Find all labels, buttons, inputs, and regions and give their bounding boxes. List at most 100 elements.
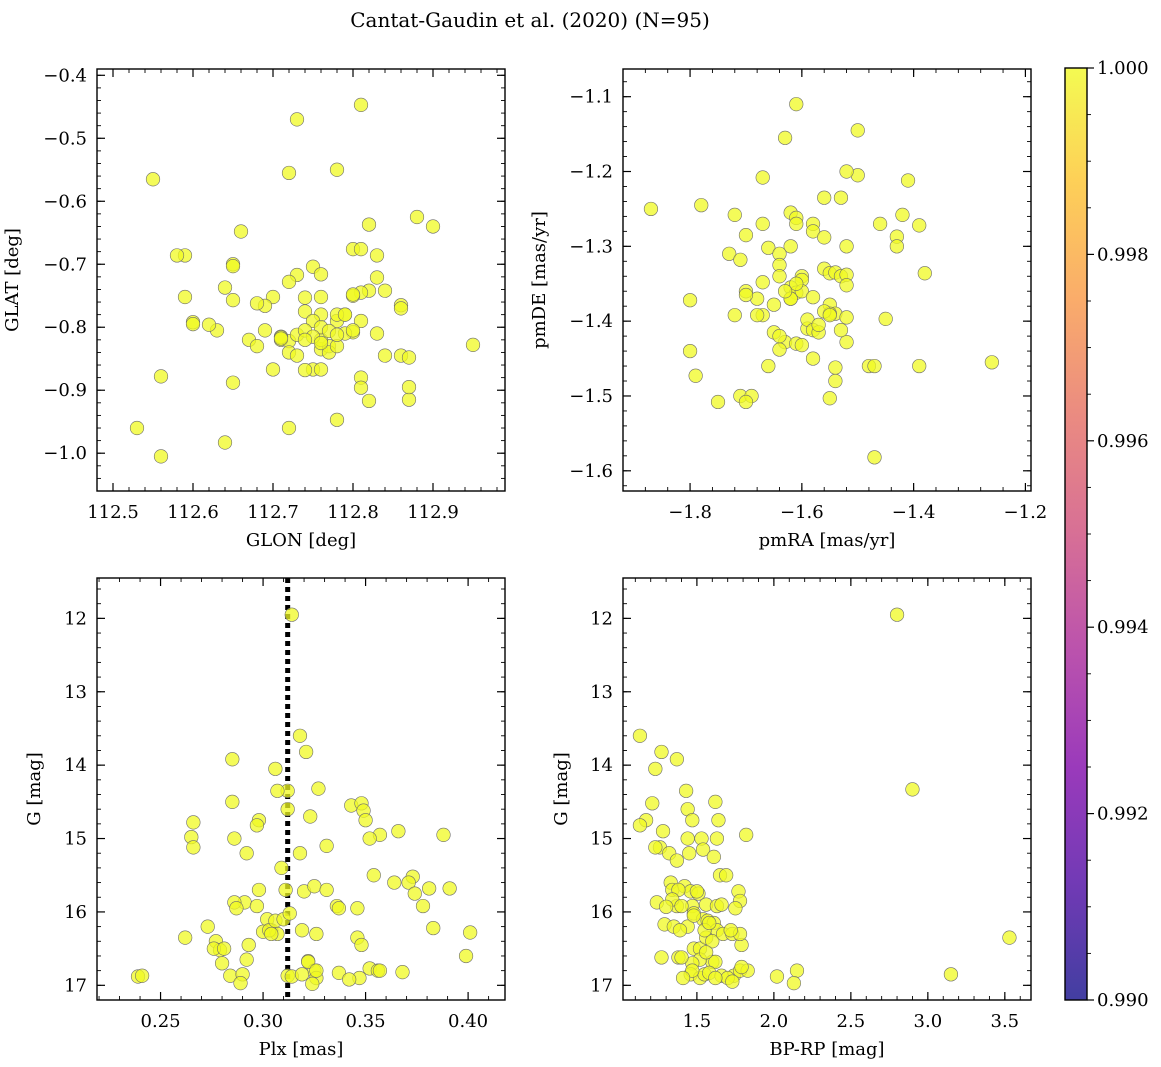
scatter-point — [186, 815, 201, 830]
scatter-point — [422, 881, 437, 896]
scatter-point — [268, 761, 283, 776]
scatter-point — [912, 218, 927, 233]
scatter-point — [426, 920, 441, 936]
scatter-point — [822, 391, 837, 406]
scatter-point — [366, 868, 381, 883]
scatter-point — [387, 875, 402, 890]
scatter-point — [679, 783, 694, 798]
scatter-point — [682, 343, 698, 359]
scatter-point — [833, 323, 849, 338]
scatter-point — [282, 906, 297, 921]
scatter-point — [329, 162, 345, 177]
scatter-point — [699, 945, 714, 960]
scatter-point — [805, 351, 821, 366]
scatter-point — [301, 954, 316, 969]
scatter-point — [289, 348, 305, 363]
x-tick-label: 0.25 — [141, 1011, 181, 1032]
scatter-point — [777, 130, 793, 145]
scatter-point — [358, 813, 373, 828]
scatter-point — [1002, 930, 1017, 945]
scatter-point — [674, 950, 689, 965]
scatter-point — [688, 368, 703, 383]
scatter-point — [917, 266, 932, 281]
scatter-point — [299, 744, 314, 760]
scatter-point — [794, 337, 809, 353]
scatter-point — [369, 326, 385, 341]
y-tick-label: −1.5 — [569, 386, 613, 407]
y-axis-label: G [mag] — [24, 752, 45, 825]
scatter-point — [709, 831, 725, 846]
scatter-point — [241, 937, 256, 953]
scatter-point — [186, 840, 201, 855]
scatter-point — [401, 392, 417, 407]
x-tick-label: 0.30 — [243, 1011, 283, 1032]
x-tick-label: 3.5 — [991, 1011, 1020, 1032]
scatter-point — [294, 967, 310, 982]
scatter-point — [265, 289, 281, 305]
scatter-point — [257, 323, 273, 338]
y-tick-label: −1.0 — [43, 443, 87, 464]
scatter-point — [233, 976, 248, 991]
scatter-point — [674, 898, 689, 914]
scatter-point — [442, 881, 457, 896]
y-tick-label: −0.5 — [43, 128, 87, 149]
x-axis-label: BP-RP [mag] — [769, 1039, 884, 1060]
panel-glon-glat: 112.5 112.6 112.7 112.8 112.9 −0.4 −0.5 −0.6 −0.… — [2, 65, 506, 551]
scatter-point — [839, 278, 854, 293]
colorbar-tick-label: 0.996 — [1097, 431, 1149, 452]
scatter-point — [710, 394, 726, 410]
scatter-point — [249, 818, 265, 833]
scatter-point — [905, 782, 920, 797]
scatter-point — [369, 248, 385, 263]
scatter-point — [337, 307, 353, 322]
scatter-point — [297, 304, 313, 319]
y-tick-label: 14 — [64, 755, 87, 776]
panel-plx-g: 0.25 0.30 0.35 0.40 12 13 14 15 16 17 Plx [mas] G [… — [24, 577, 506, 1060]
scatter-point — [225, 375, 241, 390]
scatter-point — [425, 219, 441, 234]
scatter-point — [249, 339, 265, 354]
scatter-point — [822, 308, 837, 323]
y-tick-label: −1.2 — [569, 162, 613, 183]
scatter-point — [675, 970, 691, 986]
scatter-point — [761, 358, 776, 374]
y-axis-label: G [mag] — [551, 752, 572, 825]
scatter-point — [702, 915, 717, 931]
scatter-point — [722, 246, 737, 261]
scatter-point — [817, 230, 832, 245]
scatter-point — [839, 239, 854, 254]
scatter-point — [281, 165, 297, 181]
y-tick-label: −0.7 — [43, 254, 87, 275]
scatter-point — [377, 283, 393, 298]
scatter-point — [309, 963, 324, 978]
colorbar-tick-label: 1.000 — [1097, 58, 1149, 79]
scatter-point — [239, 846, 254, 861]
scatter-point — [329, 327, 345, 342]
y-tick-label: −1.3 — [569, 236, 613, 257]
scatter-point — [292, 728, 308, 743]
axes-frame — [96, 68, 506, 492]
figure-title: Cantat-Gaudin et al. (2020) (N=95) — [350, 8, 710, 32]
scatter-point — [217, 280, 233, 295]
scatter-point — [828, 373, 843, 389]
scatter-point — [755, 216, 770, 231]
scatter-point — [839, 310, 854, 325]
x-tick-label: −1.2 — [1004, 502, 1048, 523]
x-tick-label: 112.9 — [407, 502, 459, 523]
x-tick-label: 112.7 — [247, 502, 299, 523]
scatter-point — [229, 901, 244, 916]
x-tick-label: 112.5 — [87, 502, 139, 523]
scatter-point — [415, 898, 431, 914]
axes-frame — [622, 577, 1032, 1001]
x-tick-label: −1.6 — [780, 502, 824, 523]
scatter-point — [129, 420, 145, 436]
scatter-point — [292, 846, 308, 861]
scatter-point — [655, 824, 671, 839]
scatter-point — [169, 248, 185, 263]
scatter-point — [728, 901, 743, 916]
scatter-point — [391, 824, 406, 839]
axes-frame — [96, 577, 506, 1001]
scatter-point — [303, 809, 318, 824]
scatter-point — [201, 317, 217, 332]
scatter-point — [354, 937, 369, 953]
